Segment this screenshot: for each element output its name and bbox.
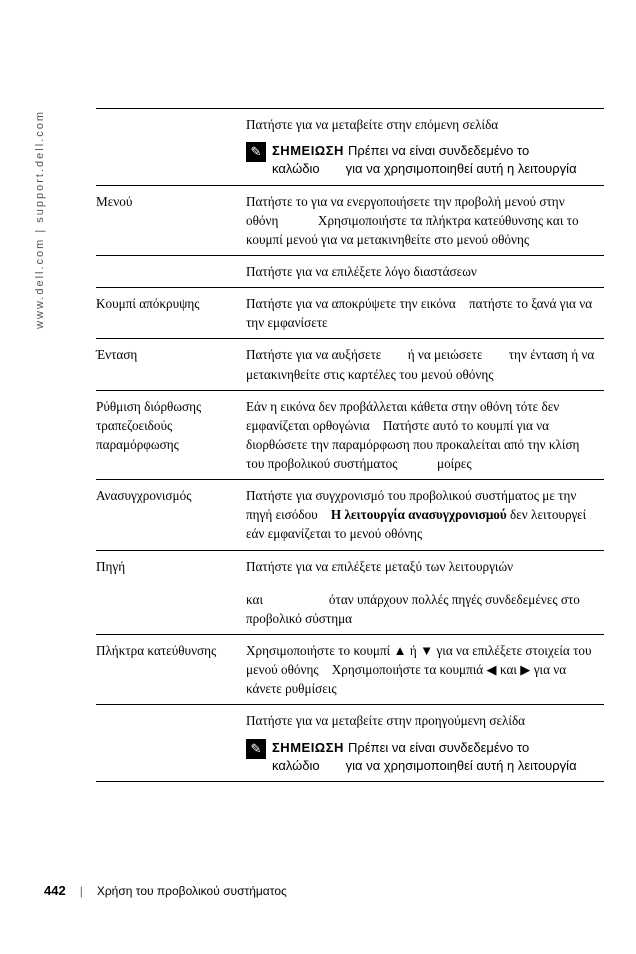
row-label: Μενού bbox=[96, 185, 246, 255]
row-label: Κουμπί απόκρυψης bbox=[96, 288, 246, 339]
row-description: Πατήστε το για να ενεργοποιήσετε την προ… bbox=[246, 185, 604, 255]
row-description: Πατήστε για να επιλέξετε λόγο διαστάσεων bbox=[246, 255, 604, 287]
text-segment: Εάν η εικόνα δεν προβάλλεται κάθετα στην… bbox=[246, 397, 598, 474]
row-description: Πατήστε για συγχρονισμό του προβολικού σ… bbox=[246, 480, 604, 550]
side-url-text: www.dell.com | support.dell.com bbox=[34, 110, 46, 329]
arrow-glyph: ◀ bbox=[487, 662, 497, 677]
note-text: ΣΗΜΕΙΩΣΗ Πρέπει να είναι συνδεδεμένο το … bbox=[272, 142, 598, 178]
note-icon: ✎ bbox=[246, 739, 266, 759]
table-row: Πατήστε για να μεταβείτε στην προηγούμεν… bbox=[96, 705, 604, 782]
text-segment: Η λειτουργία ανασυγχρονισμού bbox=[331, 507, 507, 522]
row-label bbox=[96, 109, 246, 186]
row-label: Πηγή bbox=[96, 550, 246, 634]
table-row: ΑνασυγχρονισμόςΠατήστε για συγχρονισμό τ… bbox=[96, 480, 604, 550]
page: www.dell.com | support.dell.com Πατήστε … bbox=[0, 0, 636, 954]
text-segment: Πατήστε το για να ενεργοποιήσετε την προ… bbox=[246, 192, 598, 249]
text-segment: Πατήστε για να επιλέξετε μεταξύ των λειτ… bbox=[246, 557, 598, 576]
table-row: Πατήστε για να μεταβείτε στην επόμενη σε… bbox=[96, 109, 604, 186]
table-row: ΈντασηΠατήστε για να αυξήσετε ή να μειώσ… bbox=[96, 339, 604, 390]
row-description: Πατήστε για να μεταβείτε στην επόμενη σε… bbox=[246, 109, 604, 186]
footer-title: Χρήση του προβολικού συστήματος bbox=[97, 884, 287, 898]
row-description: Πατήστε για να αυξήσετε ή να μειώσετε τη… bbox=[246, 339, 604, 390]
note-segment: για να χρησιμοποιηθεί αυτή η λειτουργία bbox=[346, 161, 577, 176]
table-row: Κουμπί απόκρυψηςΠατήστε για να αποκρύψετ… bbox=[96, 288, 604, 339]
note-label: ΣΗΜΕΙΩΣΗ bbox=[272, 740, 348, 755]
arrow-glyph: ▶ bbox=[520, 662, 530, 677]
content-area: Πατήστε για να μεταβείτε στην επόμενη σε… bbox=[96, 108, 604, 782]
row-description: Εάν η εικόνα δεν προβάλλεται κάθετα στην… bbox=[246, 390, 604, 480]
row-label bbox=[96, 705, 246, 782]
row-label: Ρύθμιση διόρθωσης τραπεζοειδούς παραμόρφ… bbox=[96, 390, 246, 480]
arrow-glyph: ▲ bbox=[394, 643, 407, 658]
page-number: 442 bbox=[44, 883, 66, 898]
note-segment: για να χρησιμοποιηθεί αυτή η λειτουργία bbox=[346, 758, 577, 773]
row-description: Πατήστε για να μεταβείτε στην προηγούμεν… bbox=[246, 705, 604, 782]
note-box: ✎ ΣΗΜΕΙΩΣΗ Πρέπει να είναι συνδεδεμένο το… bbox=[246, 739, 598, 775]
note-box: ✎ ΣΗΜΕΙΩΣΗ Πρέπει να είναι συνδεδεμένο το… bbox=[246, 142, 598, 178]
row-label: Ανασυγχρονισμός bbox=[96, 480, 246, 550]
table-row: ΠηγήΠατήστε για να επιλέξετε μεταξύ των … bbox=[96, 550, 604, 634]
note-text: ΣΗΜΕΙΩΣΗ Πρέπει να είναι συνδεδεμένο το … bbox=[272, 739, 598, 775]
table-row: ΜενούΠατήστε το για να ενεργοποιήσετε τη… bbox=[96, 185, 604, 255]
row-description: Χρησιμοποιήστε το κουμπί ▲ ή ▼ για να επ… bbox=[246, 635, 604, 705]
text-segment: Πατήστε για να μεταβείτε στην επόμενη σε… bbox=[246, 115, 598, 134]
text-segment: και όταν υπάρχουν πολλές πηγές συνδεδεμέ… bbox=[246, 590, 598, 628]
text-segment: και bbox=[497, 662, 521, 677]
row-label: Ένταση bbox=[96, 339, 246, 390]
row-description: Πατήστε για να επιλέξετε μεταξύ των λειτ… bbox=[246, 550, 604, 634]
text-segment: Πατήστε για να μεταβείτε στην προηγούμεν… bbox=[246, 711, 598, 730]
table-row: Πατήστε για να επιλέξετε λόγο διαστάσεων bbox=[96, 255, 604, 287]
page-footer: 442 | Χρήση του προβολικού συστήματος bbox=[44, 883, 287, 898]
footer-separator: | bbox=[80, 884, 83, 898]
text-segment: Χρησιμοποιήστε το κουμπί bbox=[246, 643, 394, 658]
row-label bbox=[96, 255, 246, 287]
text-segment: Πατήστε για να αποκρύψετε την εικόνα πατ… bbox=[246, 294, 598, 332]
note-label: ΣΗΜΕΙΩΣΗ bbox=[272, 143, 348, 158]
row-label: Πλήκτρα κατεύθυνσης bbox=[96, 635, 246, 705]
table-row: Ρύθμιση διόρθωσης τραπεζοειδούς παραμόρφ… bbox=[96, 390, 604, 480]
table-row: Πλήκτρα κατεύθυνσηςΧρησιμοποιήστε το κου… bbox=[96, 635, 604, 705]
row-description: Πατήστε για να αποκρύψετε την εικόνα πατ… bbox=[246, 288, 604, 339]
text-segment: ή bbox=[407, 643, 421, 658]
text-segment: Πατήστε για να επιλέξετε λόγο διαστάσεων bbox=[246, 262, 598, 281]
reference-table: Πατήστε για να μεταβείτε στην επόμενη σε… bbox=[96, 108, 604, 782]
text-segment: Πατήστε για να αυξήσετε ή να μειώσετε τη… bbox=[246, 345, 598, 383]
arrow-glyph: ▼ bbox=[420, 643, 433, 658]
note-icon: ✎ bbox=[246, 142, 266, 162]
